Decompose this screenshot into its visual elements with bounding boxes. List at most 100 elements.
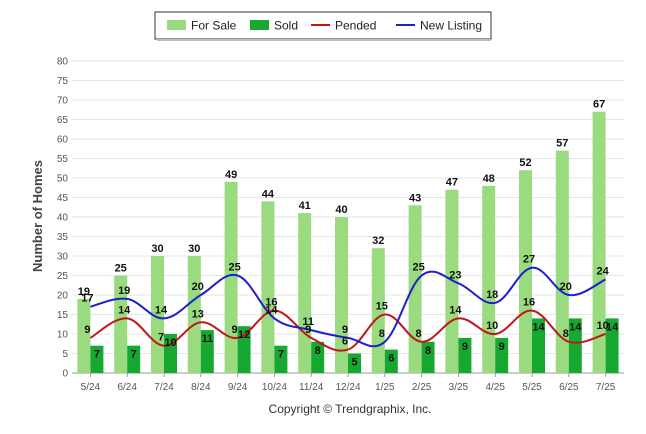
data-label-new-listing: 11 <box>302 316 314 328</box>
data-label-sold: 12 <box>238 329 250 341</box>
data-label-pended: 9 <box>305 324 311 336</box>
bar-sold <box>200 330 214 373</box>
data-label-pended: 10 <box>596 320 608 332</box>
data-label-for-sale: 67 <box>593 99 605 111</box>
bar-for-sale <box>592 111 606 373</box>
data-label-for-sale: 49 <box>225 169 237 181</box>
lines <box>89 266 607 352</box>
y-tick-label: 75 <box>57 76 69 87</box>
y-tick-label: 45 <box>57 193 69 204</box>
data-label-for-sale: 48 <box>483 173 495 185</box>
y-tick-label: 15 <box>57 310 69 321</box>
data-label-pended: 15 <box>376 301 388 313</box>
bar-sold <box>90 345 104 373</box>
data-label-pended: 14 <box>449 304 462 316</box>
y-tick-label: 40 <box>57 213 69 224</box>
data-label-new-listing: 20 <box>192 281 204 293</box>
data-label-new-listing: 25 <box>228 262 240 274</box>
data-label-sold: 7 <box>94 349 100 361</box>
data-label-new-listing: 19 <box>118 285 130 297</box>
data-label-sold: 8 <box>315 345 321 357</box>
data-label-new-listing: 8 <box>379 328 385 340</box>
data-label-new-listing: 20 <box>560 281 572 293</box>
x-tick-label: 12/24 <box>335 382 360 393</box>
bar-for-sale <box>555 150 569 373</box>
bar-sold <box>164 334 177 373</box>
x-tick-label: 6/25 <box>559 382 579 393</box>
bar-sold <box>127 345 141 373</box>
data-label-new-listing: 18 <box>486 289 498 301</box>
data-label-pended: 8 <box>416 328 422 340</box>
data-label-sold: 9 <box>462 341 468 353</box>
bar-sold <box>274 345 288 373</box>
data-label-new-listing: 27 <box>523 254 535 266</box>
x-tick-labels: 5/24 6/24 7/24 8/24 9/24 10/24 11/24 12/24 1/25 2… <box>81 373 616 393</box>
y-tick-label: 65 <box>57 115 69 126</box>
bar-sold <box>568 318 582 373</box>
line-pended <box>89 309 606 352</box>
x-tick-label: 9/24 <box>228 382 248 393</box>
bar-sold <box>495 337 509 373</box>
legend: For Sale Sold Pended New Listing <box>154 11 492 41</box>
legend-label-new-listing: New Listing <box>420 19 482 33</box>
data-label-pended: 16 <box>265 297 277 309</box>
data-label-for-sale: 30 <box>188 243 200 255</box>
bar-for-sale <box>371 248 385 373</box>
legend-swatch-for-sale <box>167 20 186 30</box>
data-label-pended: 8 <box>563 328 569 340</box>
bar-for-sale <box>151 256 164 373</box>
bar-sold <box>348 353 361 373</box>
data-label-sold: 14 <box>569 321 582 333</box>
data-label-for-sale: 44 <box>262 188 275 200</box>
x-tick-label: 3/25 <box>449 382 469 393</box>
bar-sold <box>605 318 619 373</box>
bars <box>77 111 619 373</box>
data-label-new-listing: 25 <box>412 262 424 274</box>
legend-label-pended: Pended <box>335 19 376 33</box>
data-label-sold: 11 <box>201 333 213 345</box>
x-tick-label: 8/24 <box>191 382 211 393</box>
bar-for-sale <box>445 189 459 373</box>
x-tick-label: 5/24 <box>81 382 101 393</box>
x-tick-label: 1/25 <box>375 382 395 393</box>
data-label-for-sale: 32 <box>372 235 384 247</box>
y-tick-label: 30 <box>57 252 69 263</box>
data-label-for-sale: 25 <box>115 263 127 275</box>
data-label-sold: 14 <box>606 321 619 333</box>
bar-sold <box>311 341 325 373</box>
data-label-pended: 14 <box>118 304 131 316</box>
x-tick-label: 4/25 <box>485 382 505 393</box>
x-tick-label: 5/25 <box>522 382 542 393</box>
data-label-sold: 5 <box>351 357 357 369</box>
legend-swatch-sold <box>250 20 269 30</box>
legend-label-for-sale: For Sale <box>191 19 237 33</box>
y-tick-label: 0 <box>62 369 68 380</box>
bar-for-sale <box>482 185 496 373</box>
bar-sold <box>421 341 435 373</box>
bar-sold <box>458 337 472 373</box>
bar-for-sale <box>77 298 91 373</box>
y-tick-label: 10 <box>57 330 69 341</box>
x-tick-label: 2/25 <box>412 382 432 393</box>
y-tick-label: 5 <box>62 349 68 360</box>
x-tick-label: 7/25 <box>596 382 616 393</box>
data-label-for-sale: 40 <box>335 204 347 216</box>
data-label-sold: 14 <box>532 321 545 333</box>
data-label-new-listing: 17 <box>81 293 93 305</box>
data-label-pended: 10 <box>486 320 498 332</box>
bar-for-sale <box>335 217 348 373</box>
data-label-for-sale: 19 <box>78 286 90 298</box>
bar-for-sale <box>298 213 312 373</box>
bar-for-sale <box>261 201 275 373</box>
data-label-pended: 7 <box>158 332 164 344</box>
data-label-pended: 16 <box>523 297 535 309</box>
y-tick-label: 20 <box>57 291 69 302</box>
data-label-pended: 9 <box>84 324 90 336</box>
x-tick-label: 11/24 <box>299 382 324 393</box>
data-label-pended: 9 <box>232 324 238 336</box>
data-label-for-sale: 43 <box>409 192 421 204</box>
data-label-sold: 8 <box>425 345 431 357</box>
y-tick-label: 70 <box>57 96 69 107</box>
